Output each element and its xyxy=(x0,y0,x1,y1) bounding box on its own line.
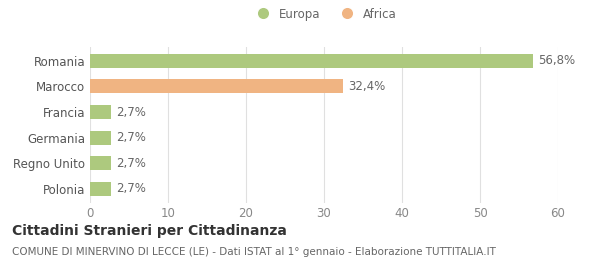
Text: 2,7%: 2,7% xyxy=(116,131,146,144)
Text: 2,7%: 2,7% xyxy=(116,106,146,119)
Text: 2,7%: 2,7% xyxy=(116,182,146,195)
Bar xyxy=(90,182,111,196)
Legend: Europa, Africa: Europa, Africa xyxy=(246,3,402,25)
Bar xyxy=(90,105,111,119)
Bar xyxy=(90,156,111,170)
Text: COMUNE DI MINERVINO DI LECCE (LE) - Dati ISTAT al 1° gennaio - Elaborazione TUTT: COMUNE DI MINERVINO DI LECCE (LE) - Dati… xyxy=(12,247,496,257)
Text: 56,8%: 56,8% xyxy=(539,54,575,67)
Text: 2,7%: 2,7% xyxy=(116,157,146,170)
Text: 32,4%: 32,4% xyxy=(348,80,385,93)
Bar xyxy=(90,54,533,68)
Bar xyxy=(90,131,111,145)
Bar xyxy=(90,80,343,94)
Text: Cittadini Stranieri per Cittadinanza: Cittadini Stranieri per Cittadinanza xyxy=(12,224,287,238)
